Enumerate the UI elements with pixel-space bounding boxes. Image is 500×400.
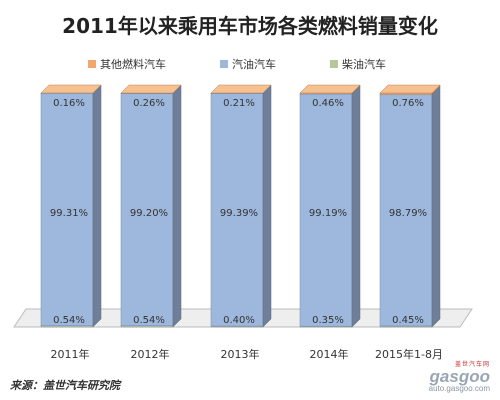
label-gasoline-4: 98.79% xyxy=(389,208,427,219)
bar-top-3 xyxy=(299,84,361,94)
bar-top-1 xyxy=(120,84,182,94)
gasgoo-logo: gasgoo xyxy=(429,367,490,386)
label-other-4: 0.76% xyxy=(392,98,424,109)
watermark-url: auto.gasgoo.com xyxy=(428,384,490,393)
bar-top-2 xyxy=(210,84,272,94)
gasgoo-watermark: 盖世汽车网 gasgoo auto.gasgoo.com xyxy=(429,362,490,393)
bar-gasoline-2 xyxy=(210,93,264,327)
label-other-0: 0.16% xyxy=(53,98,85,109)
bar-side-gasoline-3 xyxy=(351,85,361,327)
bar-gasoline-3 xyxy=(299,93,353,327)
bar-side-gasoline-1 xyxy=(172,85,182,327)
category-label-4: 2015年1-8月 xyxy=(375,347,443,361)
label-diesel-2: 0.40% xyxy=(223,315,255,326)
label-other-2: 0.21% xyxy=(223,98,255,109)
legend-label-gasoline: 汽油汽车 xyxy=(232,58,276,71)
label-gasoline-0: 99.31% xyxy=(50,208,88,219)
legend-swatch-diesel xyxy=(330,60,338,68)
bar-side-gasoline-2 xyxy=(262,84,272,327)
source-note: 来源：盖世汽车研究院 xyxy=(10,379,120,392)
label-gasoline-2: 99.39% xyxy=(220,208,258,219)
label-other-3: 0.46% xyxy=(312,98,344,109)
category-label-0: 2011年 xyxy=(51,347,90,361)
chart-title: 2011年以来乘用车市场各类燃料销量变化 xyxy=(62,14,438,38)
legend-swatch-gasoline xyxy=(220,60,228,68)
label-gasoline-3: 99.19% xyxy=(309,208,347,219)
bar-side-gasoline-4 xyxy=(431,86,441,327)
legend-label-diesel: 柴油汽车 xyxy=(342,58,386,71)
legend-swatch-other xyxy=(88,60,96,68)
legend-label-other: 其他燃料汽车 xyxy=(100,58,166,71)
bar-top-0 xyxy=(40,84,102,94)
label-other-1: 0.26% xyxy=(133,98,165,109)
category-label-3: 2014年 xyxy=(310,347,349,361)
legend-item-gasoline: 汽油汽车 xyxy=(220,56,276,72)
bar-gasoline-0 xyxy=(40,93,94,326)
label-diesel-3: 0.35% xyxy=(312,315,344,326)
bar-side-gasoline-0 xyxy=(92,84,102,327)
legend: 其他燃料汽车 汽油汽车 柴油汽车 xyxy=(0,56,500,74)
label-diesel-0: 0.54% xyxy=(53,315,85,326)
bar-other-4 xyxy=(379,92,433,96)
bar-gasoline-4 xyxy=(379,94,433,327)
label-diesel-4: 0.45% xyxy=(392,315,424,326)
category-label-1: 2012年 xyxy=(131,347,170,361)
label-gasoline-1: 99.20% xyxy=(130,208,168,219)
legend-item-diesel: 柴油汽车 xyxy=(330,56,386,72)
category-label-2: 2013年 xyxy=(221,347,260,361)
bar-top-4 xyxy=(379,84,441,94)
label-diesel-1: 0.54% xyxy=(133,315,165,326)
watermark-top-text: 盖世汽车网 xyxy=(454,361,490,368)
legend-item-other: 其他燃料汽车 xyxy=(88,56,166,72)
